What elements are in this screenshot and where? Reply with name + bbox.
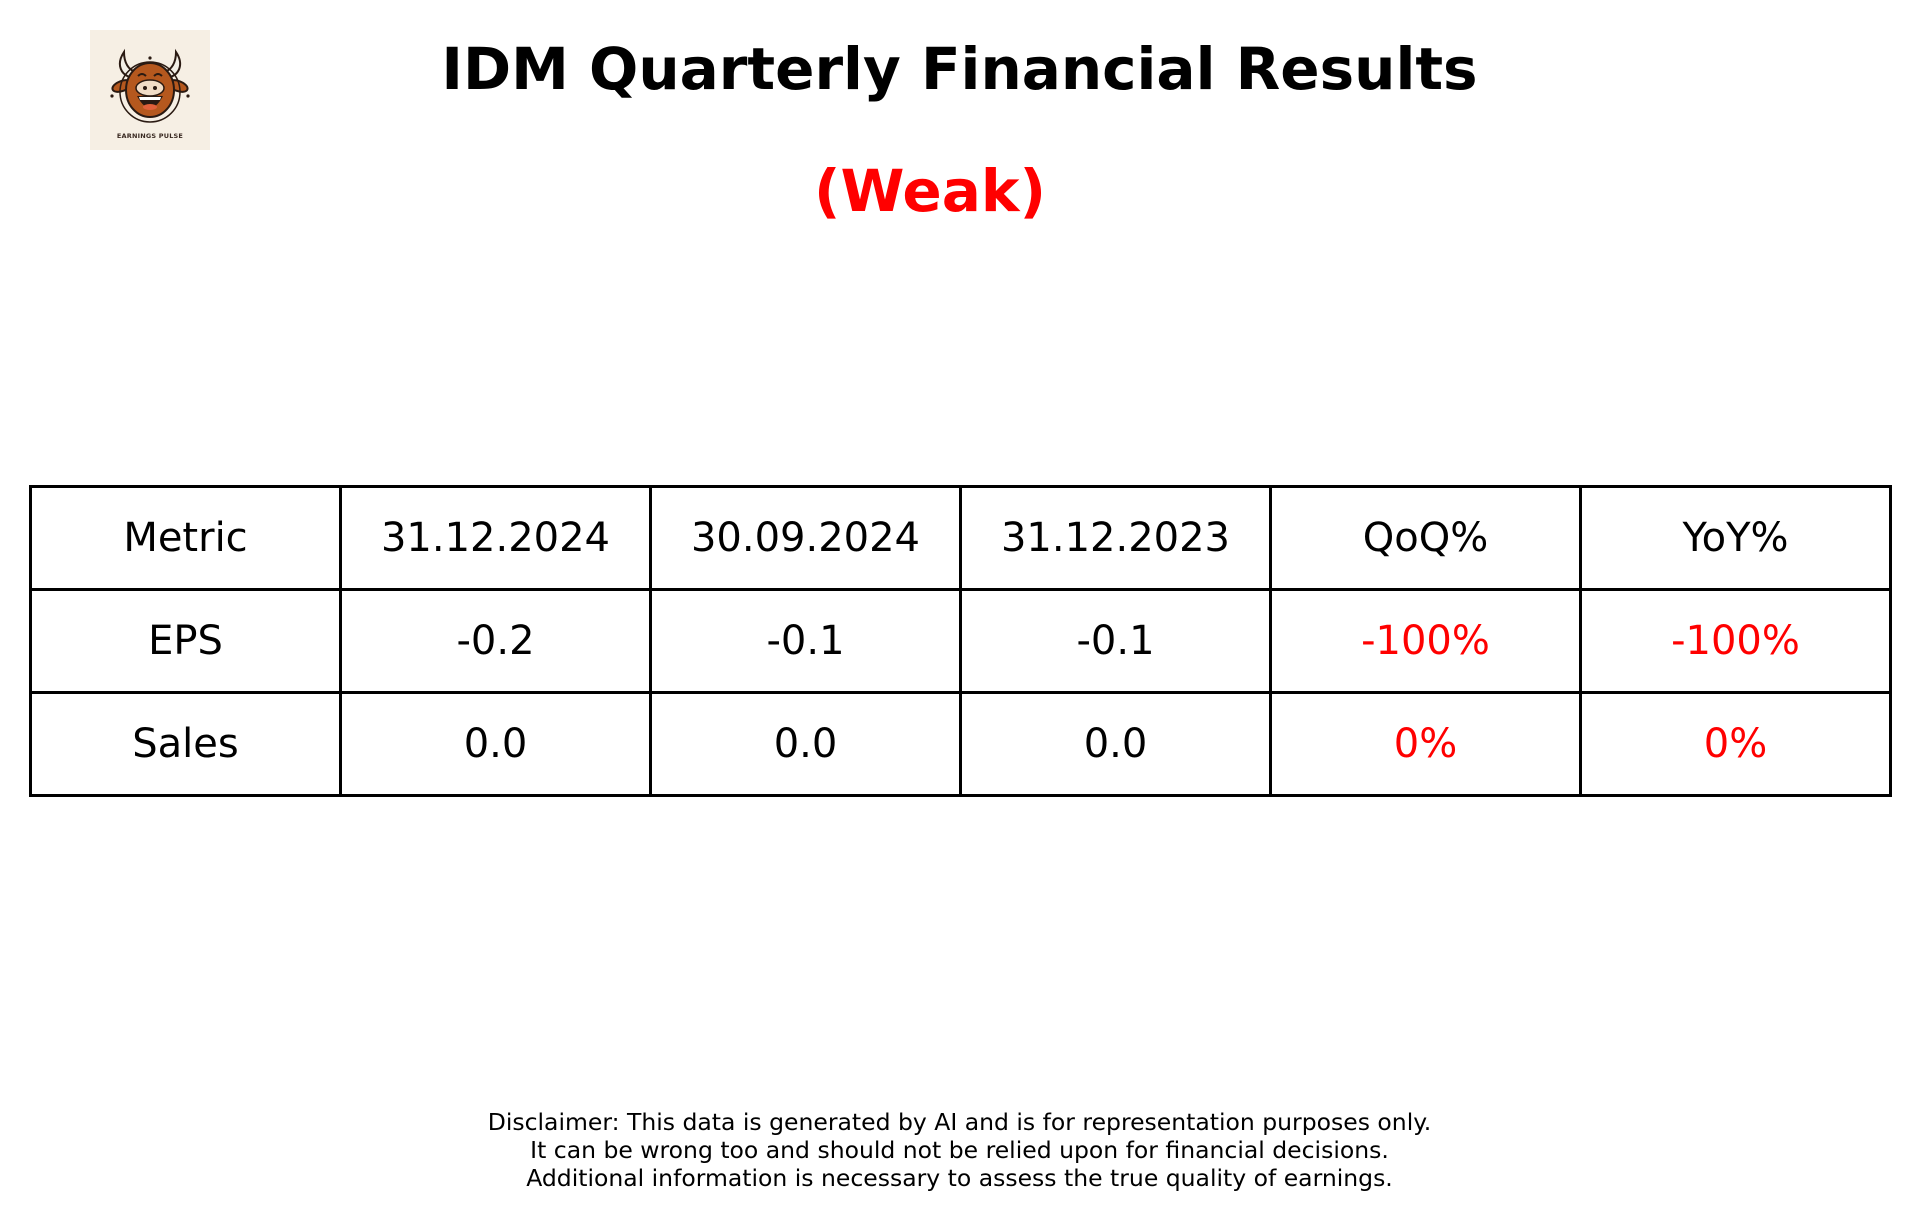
sales-q1-value: 0.0 (339, 691, 652, 797)
table-row-eps: EPS -0.2 -0.1 -0.1 -100% -100% (29, 588, 1892, 694)
sales-qoq-value: 0% (1269, 691, 1582, 797)
eps-q2-value: -0.1 (649, 588, 962, 694)
table-header-row: Metric 31.12.2024 30.09.2024 31.12.2023 … (29, 485, 1892, 591)
column-header-q3: 31.12.2023 (959, 485, 1272, 591)
table-row-sales: Sales 0.0 0.0 0.0 0% 0% (29, 691, 1892, 797)
disclaimer-line-2: It can be wrong too and should not be re… (530, 1136, 1389, 1164)
eps-q3-value: -0.1 (959, 588, 1272, 694)
rating-label: (Weak) (814, 157, 1046, 225)
earnings-pulse-logo: EARNINGS PULSE (90, 30, 210, 150)
logo-text: EARNINGS PULSE (116, 132, 184, 140)
sales-yoy-value: 0% (1579, 691, 1892, 797)
metric-label: EPS (29, 588, 342, 694)
sales-q3-value: 0.0 (959, 691, 1272, 797)
eps-q1-value: -0.2 (339, 588, 652, 694)
disclaimer-line-3: Additional information is necessary to a… (526, 1164, 1393, 1192)
sales-q2-value: 0.0 (649, 691, 962, 797)
column-header-q1: 31.12.2024 (339, 485, 652, 591)
eps-yoy-value: -100% (1579, 588, 1892, 694)
disclaimer-line-1: Disclaimer: This data is generated by AI… (487, 1108, 1432, 1136)
page-title: IDM Quarterly Financial Results (441, 35, 1478, 103)
smiling-bull-icon (110, 48, 190, 123)
disclaimer: Disclaimer: This data is generated by AI… (0, 1108, 1919, 1192)
column-header-yoy: YoY% (1579, 485, 1892, 591)
eps-qoq-value: -100% (1269, 588, 1582, 694)
metric-label: Sales (29, 691, 342, 797)
column-header-qoq: QoQ% (1269, 485, 1582, 591)
column-header-q2: 30.09.2024 (649, 485, 962, 591)
column-header-metric: Metric (29, 485, 342, 591)
results-table: Metric 31.12.2024 30.09.2024 31.12.2023 … (29, 485, 1892, 797)
